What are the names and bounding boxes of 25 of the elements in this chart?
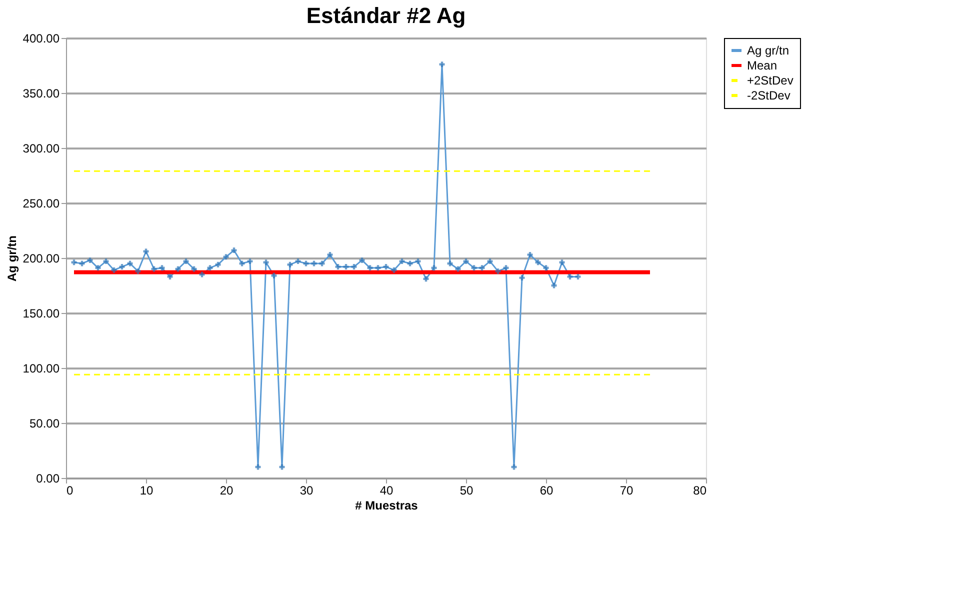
x-tick-label: 40 [380,484,394,498]
x-tick-label: 50 [460,484,474,498]
x-tick-label: 20 [220,484,234,498]
y-tick-label: 300.00 [22,142,60,156]
x-tick-label: 70 [620,484,634,498]
y-tick-label: 50.00 [29,416,60,430]
legend-label: -2StDev [747,88,790,102]
y-axis-title: Ag gr/tn [4,236,19,282]
y-tick-label: 350.00 [22,86,60,100]
legend-label: +2StDev [747,74,794,88]
y-tick-label: 250.00 [22,196,60,210]
x-tick-label: 60 [540,484,554,498]
y-tick-label: 400.00 [22,32,60,46]
y-tick-label: 150.00 [22,306,60,320]
y-tick-label: 0.00 [36,472,60,486]
x-axis-title: # Muestras [355,498,418,512]
x-tick-label: 30 [300,484,314,498]
x-tick-label: 0 [66,484,74,498]
y-tick-label: 200.00 [22,252,60,266]
y-tick-label: 100.00 [22,362,60,376]
legend-label: Ag gr/tn [747,44,790,58]
x-tick-label: 80 [693,484,707,498]
chart-title: Estándar #2 Ag [306,3,466,28]
legend-label: Mean [747,58,778,72]
x-tick-label: 10 [140,484,154,498]
